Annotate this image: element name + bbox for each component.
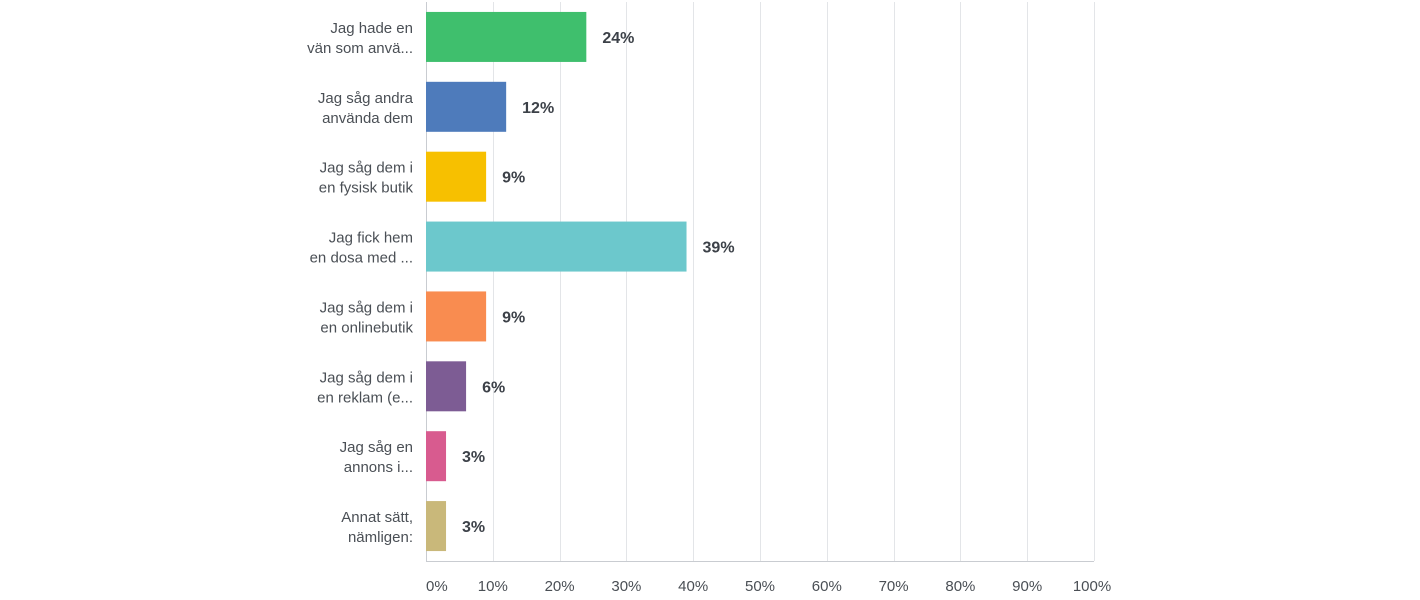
bar-7[interactable] bbox=[426, 501, 447, 552]
category-label-2-line-0: Jag såg dem i bbox=[320, 160, 413, 177]
bar-4[interactable] bbox=[426, 291, 487, 342]
category-label-4-line-1: en onlinebutik bbox=[320, 319, 413, 336]
value-label-1: 12% bbox=[522, 100, 554, 117]
category-label-3: Jag fick hem en dosa med ... bbox=[310, 230, 413, 267]
category-label-7: Annat sätt, nämligen: bbox=[341, 509, 413, 546]
category-label-0: Jag hade en vän som anvä... bbox=[307, 20, 413, 57]
value-label-7: 3% bbox=[462, 519, 485, 536]
value-label-2: 9% bbox=[502, 170, 525, 187]
category-label-6-line-0: Jag såg en bbox=[340, 439, 413, 456]
bar-5[interactable] bbox=[426, 361, 467, 412]
x-tick-label-80: 80% bbox=[945, 578, 975, 595]
category-label-0-line-0: Jag hade en bbox=[330, 20, 413, 37]
bar-3[interactable] bbox=[426, 221, 687, 272]
x-tick-label-50: 50% bbox=[745, 578, 775, 595]
value-label-6: 3% bbox=[462, 449, 485, 466]
x-tick-label-70: 70% bbox=[879, 578, 909, 595]
x-tick-label-0: 0% bbox=[426, 578, 448, 595]
value-labels: 24% 12% 9% 39% 9% 6% 3% 3% bbox=[462, 30, 735, 536]
category-label-4: Jag såg dem i en onlinebutik bbox=[320, 299, 414, 336]
category-label-6-line-1: annons i... bbox=[344, 459, 413, 476]
gridlines bbox=[426, 2, 1095, 562]
category-label-5-line-0: Jag såg dem i bbox=[320, 369, 413, 386]
category-label-5-line-1: en reklam (e... bbox=[317, 389, 413, 406]
category-label-3-line-1: en dosa med ... bbox=[310, 250, 413, 267]
x-tick-label-100: 100% bbox=[1073, 578, 1111, 595]
category-label-5: Jag såg dem i en reklam (e... bbox=[317, 369, 413, 406]
x-axis-ticks: 0% 10% 20% 30% 40% 50% 60% 70% 80% 90% 100% bbox=[426, 578, 1111, 595]
x-tick-label-20: 20% bbox=[545, 578, 575, 595]
bar-1[interactable] bbox=[426, 81, 507, 132]
x-tick-label-60: 60% bbox=[812, 578, 842, 595]
category-label-7-line-0: Annat sätt, bbox=[341, 509, 413, 526]
value-label-5: 6% bbox=[482, 379, 505, 396]
x-tick-label-10: 10% bbox=[478, 578, 508, 595]
bars bbox=[426, 11, 687, 552]
bar-0[interactable] bbox=[426, 11, 587, 62]
category-label-1-line-1: använda dem bbox=[322, 110, 413, 127]
bar-6[interactable] bbox=[426, 431, 447, 482]
category-label-7-line-1: nämligen: bbox=[348, 529, 413, 546]
category-label-3-line-0: Jag fick hem bbox=[329, 230, 413, 247]
category-label-1: Jag såg andra använda dem bbox=[318, 90, 414, 127]
x-tick-label-30: 30% bbox=[611, 578, 641, 595]
bar-2[interactable] bbox=[426, 151, 487, 202]
value-label-3: 39% bbox=[703, 240, 735, 257]
x-tick-label-90: 90% bbox=[1012, 578, 1042, 595]
x-tick-label-40: 40% bbox=[678, 578, 708, 595]
value-label-4: 9% bbox=[502, 309, 525, 326]
category-label-0-line-1: vän som anvä... bbox=[307, 40, 413, 57]
category-label-4-line-0: Jag såg dem i bbox=[320, 299, 413, 316]
category-label-2-line-1: en fysisk butik bbox=[319, 180, 414, 197]
category-label-1-line-0: Jag såg andra bbox=[318, 90, 414, 107]
value-label-0: 24% bbox=[602, 30, 634, 47]
category-labels: Jag hade en vän som anvä... Jag såg andra a… bbox=[307, 20, 414, 546]
category-label-6: Jag såg en annons i... bbox=[340, 439, 413, 476]
category-label-2: Jag såg dem i en fysisk butik bbox=[319, 160, 414, 197]
